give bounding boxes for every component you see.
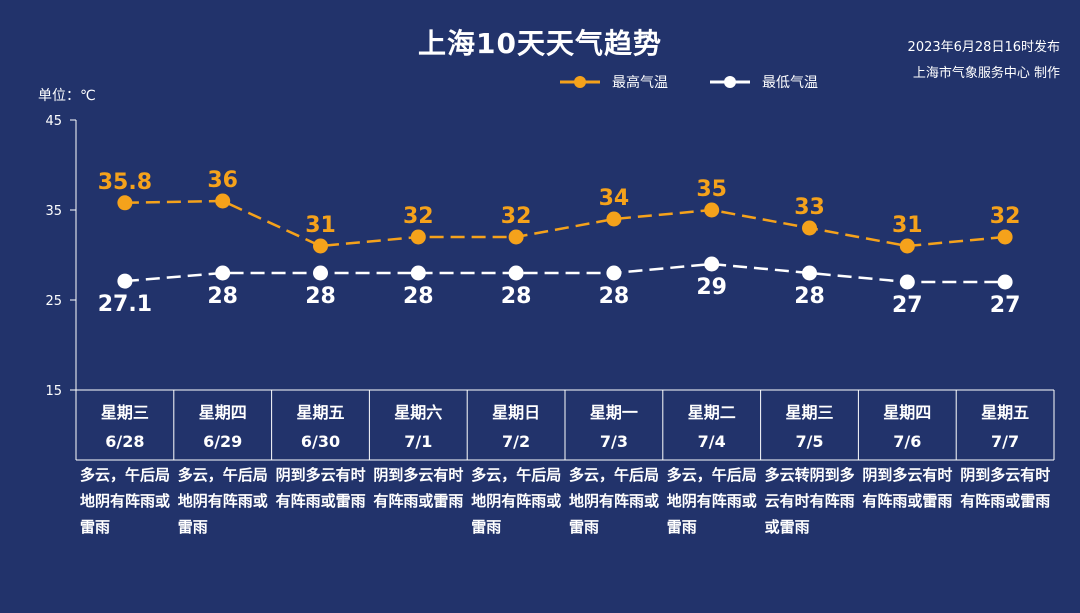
weekday-label: 星期五 (296, 403, 345, 422)
date-label: 7/6 (893, 432, 922, 451)
max-temp-label: 36 (207, 168, 238, 193)
min-temp-label: 27 (990, 293, 1021, 318)
max-temp-point (997, 229, 1013, 245)
date-label: 7/2 (502, 432, 531, 451)
weekday-label: 星期日 (492, 403, 541, 422)
day-header: 星期三 7/5 (761, 392, 859, 460)
weather-description: 多云，午后局地阴有阵雨或雷雨 (569, 466, 660, 536)
min-temp-point (313, 265, 328, 281)
day-header: 星期日 7/2 (467, 392, 565, 460)
min-temp-label: 28 (599, 284, 630, 309)
weekday-label: 星期二 (687, 403, 736, 422)
date-label: 6/30 (300, 432, 341, 451)
min-temp-label: 28 (305, 284, 336, 309)
day-header: 星期二 7/4 (663, 392, 761, 460)
max-temp-label: 32 (990, 204, 1021, 229)
legend-max-marker (560, 76, 600, 88)
y-tick-label: 35 (45, 204, 62, 219)
weather-description: 阴到多云有时有阵雨或雷雨 (373, 466, 464, 510)
weekday-label: 星期三 (100, 403, 149, 422)
min-temp-label: 28 (501, 284, 532, 309)
max-temp-label: 35.8 (98, 170, 152, 195)
date-label: 7/7 (991, 432, 1020, 451)
legend-min-marker (710, 76, 750, 88)
max-temp-point (802, 220, 817, 236)
max-temp-label: 32 (501, 204, 532, 229)
date-label: 7/3 (599, 432, 628, 451)
min-temp-point (508, 265, 524, 281)
max-temp-point (410, 229, 426, 245)
weather-description: 阴到多云有时有阵雨或雷雨 (275, 466, 366, 510)
max-temp-label: 33 (794, 195, 825, 220)
weekday-label: 星期三 (785, 403, 834, 422)
issuer: 上海市气象服务中心 制作 (912, 66, 1060, 81)
min-temp-label: 28 (794, 284, 825, 309)
day-header: 星期五 6/30 (272, 392, 370, 460)
min-temp-point (117, 273, 133, 289)
day-header: 星期三 6/28 (76, 392, 174, 460)
min-temp-label: 27.1 (98, 292, 152, 317)
weather-description: 多云，午后局地阴有阵雨或雷雨 (666, 466, 757, 536)
weekday-label: 星期六 (394, 403, 443, 422)
max-temp-point (117, 195, 133, 211)
max-temp-label: 35 (696, 177, 727, 202)
max-temp-label: 31 (305, 213, 336, 238)
max-temp-label: 31 (892, 213, 923, 238)
day-header: 星期四 7/6 (858, 392, 956, 460)
max-temp-point (899, 238, 915, 254)
unit-label: 单位：℃ (38, 88, 96, 104)
date-label: 7/5 (795, 432, 824, 451)
y-tick-label: 15 (45, 384, 62, 399)
legend-min-label: 最低气温 (762, 75, 818, 91)
max-temp-point (606, 211, 622, 227)
date-label: 6/29 (203, 432, 243, 451)
weekday-label: 星期四 (883, 403, 932, 422)
min-temp-point (704, 256, 720, 272)
max-temp-point (508, 229, 524, 245)
max-temp-point (313, 238, 328, 254)
legend-max-label: 最高气温 (612, 75, 668, 91)
date-label: 6/28 (105, 432, 145, 451)
weather-description: 阴到多云有时有阵雨或雷雨 (960, 466, 1051, 510)
legend-min: 最低气温 (710, 72, 818, 92)
weekday-label: 星期四 (198, 403, 247, 422)
issue-time: 2023年6月28日16时发布 (907, 40, 1060, 55)
min-temp-label: 29 (696, 275, 727, 300)
min-temp-point (606, 265, 622, 281)
min-temp-point (997, 274, 1013, 290)
date-label: 7/4 (697, 432, 726, 451)
day-header: 星期五 7/7 (956, 392, 1054, 460)
min-temp-point (899, 274, 915, 290)
day-header: 星期六 7/1 (369, 392, 467, 460)
weekday-label: 星期一 (589, 403, 638, 422)
max-temp-line (124, 199, 1006, 248)
page-title: 上海10天天气趋势 (418, 27, 662, 60)
weather-description: 多云，午后局地阴有阵雨或雷雨 (177, 466, 268, 536)
date-label: 7/1 (404, 432, 433, 451)
weather-description: 阴到多云有时有阵雨或雷雨 (862, 466, 953, 510)
weekday-label: 星期五 (981, 403, 1030, 422)
weather-description: 多云，午后局地阴有阵雨或雷雨 (471, 466, 562, 536)
min-temp-line (124, 262, 1006, 284)
max-temp-label: 34 (599, 186, 630, 211)
max-temp-label: 32 (403, 204, 434, 229)
max-temp-point (704, 202, 720, 218)
min-temp-point (802, 265, 817, 281)
day-header: 星期四 6/29 (174, 392, 272, 460)
weather-description: 多云，午后局地阴有阵雨或雷雨 (80, 466, 171, 536)
min-temp-label: 28 (207, 284, 238, 309)
y-tick-label: 45 (45, 114, 62, 129)
min-temp-label: 28 (403, 284, 434, 309)
y-tick-label: 25 (45, 294, 62, 309)
legend-max: 最高气温 (560, 72, 668, 92)
max-temp-point (215, 193, 231, 209)
min-temp-point (215, 265, 231, 281)
day-header: 星期一 7/3 (565, 392, 663, 460)
weather-description: 多云转阴到多云有时有阵雨或雷雨 (764, 466, 855, 536)
min-temp-point (410, 265, 426, 281)
min-temp-label: 27 (892, 293, 923, 318)
